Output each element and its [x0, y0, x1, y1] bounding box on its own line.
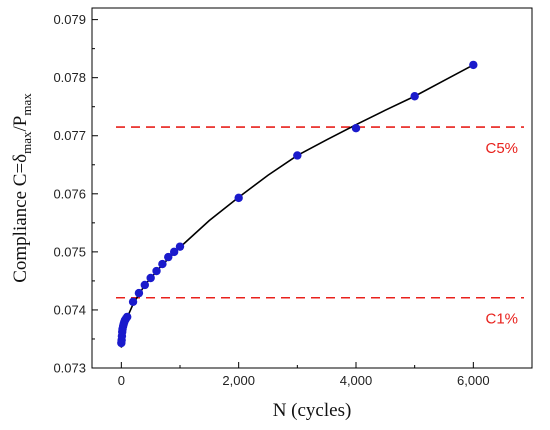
y-axis-title-mid: /P — [10, 116, 31, 132]
x-tick-label: 0 — [118, 373, 125, 388]
data-point — [469, 60, 478, 70]
y-tick-label: 0.075 — [53, 244, 86, 259]
data-point — [128, 297, 138, 307]
data-point — [169, 247, 179, 257]
x-tick-label: 6,000 — [457, 373, 490, 388]
data-point — [234, 193, 243, 203]
x-axis-title: N (cycles) — [273, 400, 352, 421]
data-point — [158, 259, 167, 269]
x-tick-label: 4,000 — [340, 373, 373, 388]
y-axis-title-sub2: max — [19, 93, 34, 116]
data-point — [293, 151, 302, 160]
y-tick-label: 0.078 — [53, 70, 86, 85]
x-tick-label: 2,000 — [222, 373, 255, 388]
y-tick-label: 0.074 — [53, 302, 86, 317]
fit-curve — [120, 64, 474, 348]
plot-frame — [91, 7, 533, 369]
data-point — [152, 266, 161, 276]
data-point — [146, 273, 155, 283]
reference-label-1: C1% — [485, 311, 518, 328]
data-point — [410, 92, 419, 101]
data-point — [164, 252, 173, 262]
data-point — [351, 123, 361, 133]
reference-label-0: C5% — [485, 140, 518, 157]
axis-ticks: 0 2,000 4,000 6,000 0.073 0.074 0.075 0.076 0.07… — [53, 12, 533, 388]
data-point — [140, 280, 149, 290]
data-point — [134, 288, 144, 298]
y-tick-label: 0.079 — [53, 12, 86, 27]
plot-area: C5% C1% — [116, 60, 524, 348]
data-point — [175, 242, 185, 251]
data-point — [123, 312, 132, 322]
y-axis-title-base: Compliance C=δ — [10, 154, 31, 283]
y-tick-label: 0.073 — [53, 361, 86, 376]
y-tick-label: 0.077 — [53, 128, 86, 143]
y-axis-title: Compliance C=δmax/Pmax — [10, 93, 34, 283]
y-axis-title-sub1: max — [19, 131, 34, 154]
y-tick-label: 0.076 — [53, 186, 86, 201]
